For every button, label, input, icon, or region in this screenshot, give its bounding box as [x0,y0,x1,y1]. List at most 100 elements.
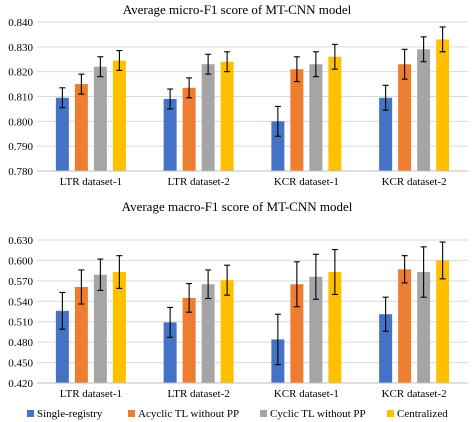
micro-f1-bar-single-registry-kcr-dataset-2 [379,97,393,171]
macro-f1-errorbar-centralized-kcr-dataset-2 [439,241,446,280]
macro-f1-errorbar-single-registry-ltr-dataset-1 [59,291,66,330]
macro-f1-y-tick-label: 0.420 [8,378,33,390]
micro-f1-errorbar-single-registry-ltr-dataset-1 [59,87,66,109]
macro-f1-errorbar-cyclic-tl-without-pp-ltr-dataset-1 [97,258,104,291]
micro-f1-errorbar-cyclic-tl-without-pp-kcr-dataset-1 [312,51,319,78]
micro-f1-errorbar-centralized-ltr-dataset-2 [224,51,231,73]
micro-f1-errorbar-acyclic-tl-without-pp-kcr-dataset-1 [293,56,300,83]
macro-f1-errorbar-single-registry-kcr-dataset-2 [382,296,389,332]
macro-f1-errorbar-acyclic-tl-without-pp-ltr-dataset-1 [78,269,85,305]
macro-f1-bar-cyclic-tl-without-pp-ltr-dataset-1 [93,274,107,383]
micro-f1-bar-centralized-kcr-dataset-2 [436,39,450,172]
micro-f1-errorbar-single-registry-ltr-dataset-2 [167,88,174,110]
micro-f1-bar-single-registry-ltr-dataset-1 [55,97,69,171]
macro-f1-y-tick-label: 0.570 [8,276,33,288]
macro-f1-bar-centralized-ltr-dataset-2 [220,280,234,383]
micro-f1-bar-single-registry-ltr-dataset-2 [163,98,177,171]
micro-f1-errorbar-acyclic-tl-without-pp-ltr-dataset-2 [186,77,193,99]
micro-f1-bar-centralized-ltr-dataset-2 [220,61,234,171]
macro-f1-gridlines [37,239,468,364]
micro-f1-bar-cyclic-tl-without-pp-ltr-dataset-1 [93,66,107,171]
micro-f1-chart-title: Average micro-F1 score of MT-CNN model [123,2,352,17]
micro-f1-bar-acyclic-tl-without-pp-kcr-dataset-1 [290,69,304,171]
macro-f1-bar-acyclic-tl-without-pp-ltr-dataset-2 [182,297,196,383]
micro-f1-errorbar-centralized-kcr-dataset-1 [331,43,338,70]
macro-f1-bar-cyclic-tl-without-pp-kcr-dataset-2 [417,272,431,383]
macro-f1-y-tick-label: 0.450 [8,358,33,370]
micro-f1-y-tick-label: 0.800 [8,116,33,128]
micro-f1-error-bars [59,26,446,137]
micro-f1-x-tick-label: LTR dataset-1 [60,176,122,188]
legend-swatch-centralized [387,410,394,417]
micro-f1-x-tick-label: KCR dataset-2 [382,176,447,188]
micro-f1-bar-single-registry-kcr-dataset-1 [271,121,285,171]
macro-f1-chart-title: Average macro-F1 score of MT-CNN model [122,199,353,214]
macro-f1-bar-centralized-kcr-dataset-1 [328,272,342,383]
macro-f1-bar-acyclic-tl-without-pp-ltr-dataset-1 [74,286,88,383]
micro-f1-y-tick-label: 0.790 [8,141,33,153]
micro-f1-x-tick-label: KCR dataset-1 [274,176,339,188]
micro-f1-y-tick-label: 0.830 [8,42,33,54]
micro-f1-y-tick-labels: 0.780 0.790 0.800 0.810 0.820 0.830 0.840 [8,17,33,178]
macro-f1-errorbar-acyclic-tl-without-pp-kcr-dataset-1 [293,261,300,308]
macro-f1-bar-single-registry-kcr-dataset-2 [379,314,393,383]
micro-f1-y-tick-label: 0.820 [8,67,33,79]
legend-swatch-cyclic-tl [260,410,267,417]
micro-f1-bar-cyclic-tl-without-pp-ltr-dataset-2 [201,64,215,171]
macro-f1-errorbar-single-registry-kcr-dataset-1 [274,313,281,366]
macro-f1-y-tick-labels: 0.420 0.450 0.480 0.510 0.540 0.570 0.600 0.630 [8,235,33,390]
macro-f1-errorbar-centralized-ltr-dataset-1 [116,255,123,289]
macro-f1-errorbar-acyclic-tl-without-pp-kcr-dataset-2 [401,255,408,284]
micro-f1-y-tick-label: 0.810 [8,92,33,104]
macro-f1-bar-single-registry-ltr-dataset-2 [163,322,177,383]
macro-f1-bar-single-registry-ltr-dataset-1 [55,310,69,383]
micro-f1-bar-centralized-ltr-dataset-1 [112,60,126,171]
micro-f1-errorbar-acyclic-tl-without-pp-ltr-dataset-1 [78,73,85,95]
micro-f1-errorbar-centralized-ltr-dataset-1 [116,50,123,71]
macro-f1-y-tick-label: 0.480 [8,337,33,349]
micro-f1-bar-acyclic-tl-without-pp-ltr-dataset-2 [182,87,196,171]
micro-f1-gridlines [37,21,468,147]
micro-f1-errorbar-cyclic-tl-without-pp-ltr-dataset-1 [97,56,104,78]
macro-f1-chart: Average macro-F1 score of MT-CNN model 0… [8,199,468,400]
macro-f1-y-tick-label: 0.600 [8,255,33,267]
macro-f1-errorbar-single-registry-ltr-dataset-2 [167,306,174,338]
legend-swatch-single-registry [27,410,34,417]
micro-f1-chart: Average micro-F1 score of MT-CNN model 0… [8,2,468,188]
micro-f1-x-tick-labels: LTR dataset-1 LTR dataset-2 KCR dataset-1 K… [60,176,447,188]
macro-f1-x-tick-label: KCR dataset-1 [274,388,339,400]
macro-f1-x-tick-labels: LTR dataset-1 LTR dataset-2 KCR dataset-1 K… [60,388,447,400]
micro-f1-errorbar-cyclic-tl-without-pp-ltr-dataset-2 [205,53,212,75]
legend-label-acyclic-tl: Acyclic TL without PP [138,408,239,420]
legend-label-single-registry: Single-registry [37,408,103,420]
macro-f1-y-tick-label: 0.540 [8,296,33,308]
macro-f1-bar-cyclic-tl-without-pp-ltr-dataset-2 [201,284,215,383]
macro-f1-bar-acyclic-tl-without-pp-kcr-dataset-2 [398,269,412,383]
macro-f1-bar-centralized-kcr-dataset-2 [436,260,450,383]
macro-f1-errorbar-cyclic-tl-without-pp-kcr-dataset-2 [420,246,427,298]
micro-f1-bar-cyclic-tl-without-pp-kcr-dataset-2 [417,49,431,171]
legend-label-cyclic-tl: Cyclic TL without PP [270,408,366,420]
macro-f1-x-tick-label: LTR dataset-1 [60,388,122,400]
micro-f1-bar-acyclic-tl-without-pp-kcr-dataset-2 [398,64,412,171]
macro-f1-bars [55,260,450,383]
legend: Single-registry Acyclic TL without PP Cy… [27,408,448,420]
macro-f1-bar-acyclic-tl-without-pp-kcr-dataset-1 [290,284,304,383]
micro-f1-bar-centralized-kcr-dataset-1 [328,56,342,172]
macro-f1-y-tick-label: 0.630 [8,235,33,247]
macro-f1-bar-centralized-ltr-dataset-1 [112,272,126,383]
micro-f1-y-tick-label: 0.840 [8,17,33,29]
macro-f1-bar-cyclic-tl-without-pp-kcr-dataset-1 [309,276,323,383]
micro-f1-y-tick-label: 0.780 [8,166,33,178]
micro-f1-errorbar-acyclic-tl-without-pp-kcr-dataset-2 [401,48,408,80]
macro-f1-errorbar-centralized-kcr-dataset-1 [331,248,338,296]
micro-f1-x-tick-label: LTR dataset-2 [168,176,230,188]
macro-f1-errorbar-centralized-ltr-dataset-2 [224,264,231,296]
legend-swatch-acyclic-tl [128,410,135,417]
macro-f1-x-tick-label: LTR dataset-2 [168,388,230,400]
macro-f1-error-bars [59,241,446,366]
micro-f1-errorbar-single-registry-kcr-dataset-1 [274,105,281,137]
micro-f1-errorbar-centralized-kcr-dataset-2 [439,26,446,53]
macro-f1-y-tick-label: 0.510 [8,317,33,329]
